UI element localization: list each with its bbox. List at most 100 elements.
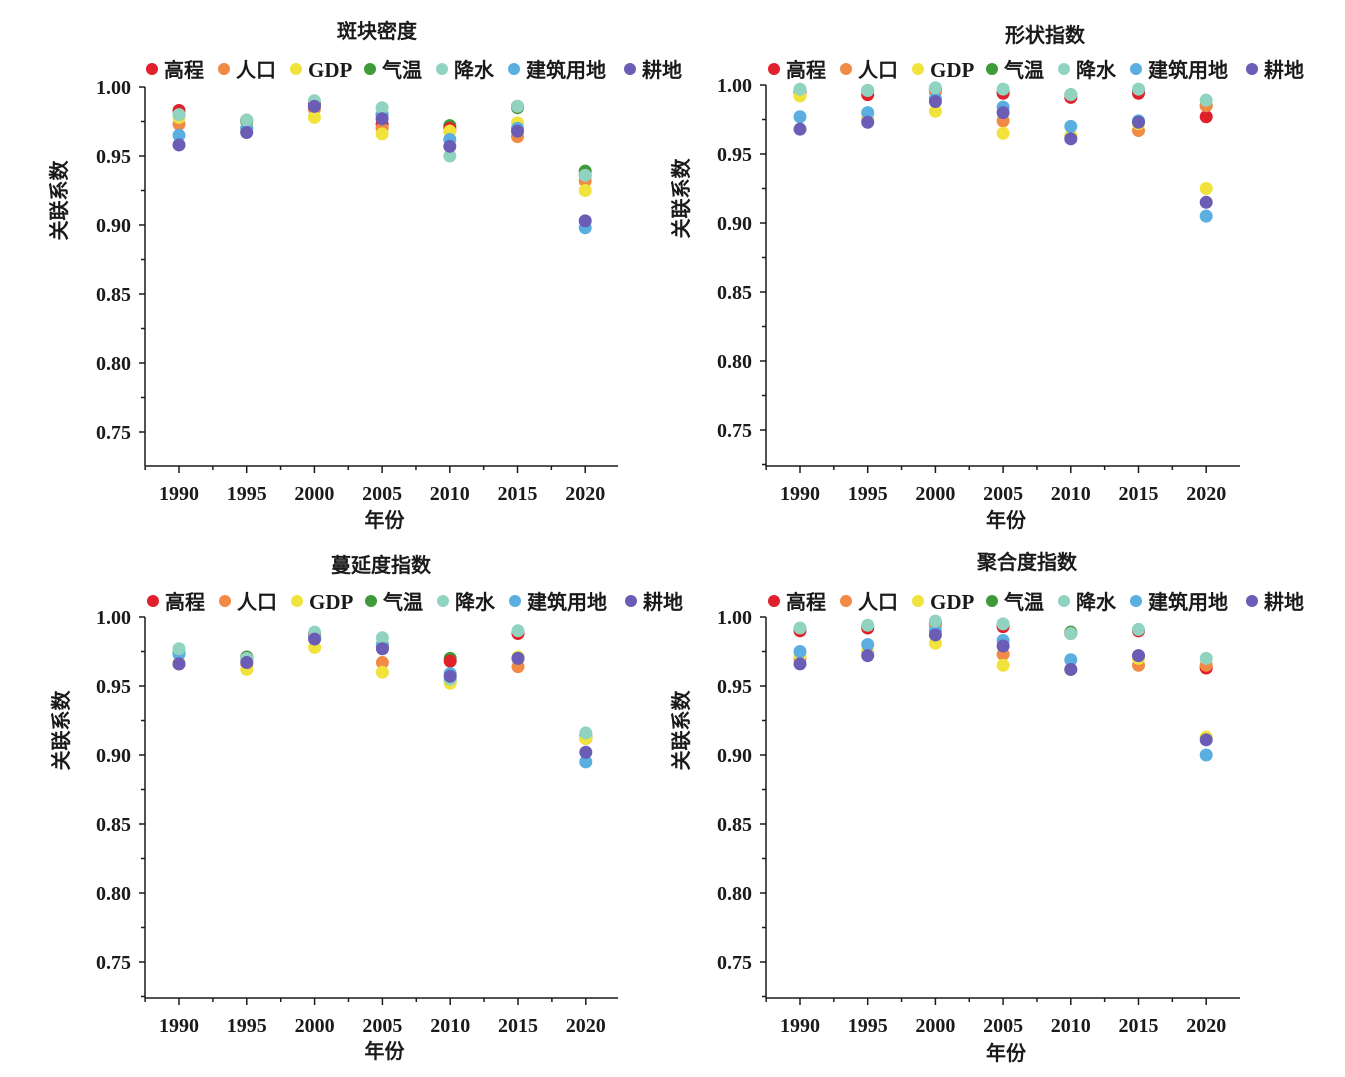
data-point [928, 95, 942, 109]
y-tick-label: 0.95 [717, 144, 752, 166]
data-point [443, 669, 457, 683]
x-tick-label: 2020 [565, 483, 605, 505]
data-point [511, 651, 525, 665]
legend-item: 建筑用地 [508, 58, 606, 82]
data-point [996, 617, 1010, 631]
legend-marker-icon [912, 595, 924, 607]
x-tick-label: 2010 [1051, 483, 1091, 505]
data-point [511, 124, 524, 138]
x-tick-label: 2010 [430, 483, 470, 505]
y-tick-label: 0.90 [717, 213, 752, 235]
data-point [793, 110, 807, 124]
x-tick-label: 2015 [1119, 1015, 1159, 1037]
data-point [307, 110, 321, 124]
legend-item: 气温 [365, 590, 423, 614]
legend-label: 降水 [1076, 590, 1117, 614]
y-tick-label: 0.85 [96, 814, 131, 836]
panel-contagion-index: 蔓延度指数 1.00 0.95 0.90 0.85 0.80 0.75 1990 1995 20… [49, 553, 683, 1063]
data-point [793, 645, 807, 658]
data-point [307, 99, 321, 113]
panel-shape-index: 形状指数 1.00 0.95 0.90 0.85 0.80 0.75 1990 1995 200… [669, 23, 1304, 532]
legend-marker-icon [290, 63, 302, 75]
panel-title: 形状指数 [1005, 23, 1086, 47]
x-tick-label: 1990 [780, 1015, 820, 1037]
legend-marker-icon [147, 595, 159, 607]
y-tick-label: 1.00 [717, 75, 752, 97]
legend-marker-icon [768, 595, 780, 607]
legend-label: 建筑用地 [527, 590, 607, 614]
legend-marker-icon [986, 63, 998, 75]
legend-marker-icon [1246, 63, 1258, 75]
legend-marker-icon [218, 63, 230, 75]
data-point [578, 214, 592, 228]
legend-item: 气温 [364, 58, 422, 82]
y-tick-label: 0.95 [717, 676, 752, 698]
legend-label: 人口 [236, 58, 276, 82]
legend-marker-icon [986, 595, 998, 607]
y-tick-label: 0.85 [96, 284, 131, 306]
legend-label: 降水 [455, 590, 496, 614]
y-tick-label: 0.80 [717, 351, 752, 373]
y-tick-label: 0.90 [96, 745, 131, 767]
x-tick-label: 1995 [848, 483, 888, 505]
y-tick-label: 1.00 [717, 607, 752, 629]
legend-item: 降水 [1058, 58, 1117, 82]
data-point [1199, 182, 1213, 195]
legend-label: 耕地 [1264, 590, 1304, 614]
legend-marker-icon [768, 63, 780, 75]
legend-marker-icon [291, 595, 303, 607]
data-point [996, 82, 1010, 96]
legend-marker-icon [509, 595, 521, 607]
legend-label: 建筑用地 [1148, 590, 1228, 614]
legend-label: 高程 [165, 590, 205, 614]
data-point [443, 149, 457, 163]
data-point [308, 632, 322, 646]
legend: 高程 人口 GDP 气温 降水 建筑用地 耕地 [768, 590, 1304, 614]
legend-label: 耕地 [642, 58, 682, 82]
data-point [793, 82, 807, 96]
panel-title: 斑块密度 [337, 19, 418, 43]
legend-item: 人口 [219, 590, 277, 614]
y-tick-label: 1.00 [96, 607, 131, 629]
y-tick-label: 0.75 [717, 420, 752, 442]
data-point [579, 745, 593, 759]
x-tick-label: 2010 [1051, 1015, 1091, 1037]
data-point [511, 99, 524, 113]
y-tick-label: 0.90 [96, 215, 131, 237]
x-tick-label: 2000 [915, 1015, 955, 1037]
legend-marker-icon [624, 63, 636, 75]
x-tick-label: 2000 [294, 483, 334, 505]
data-point [1064, 119, 1078, 133]
legend-item: 降水 [1058, 590, 1117, 614]
legend-label: GDP [309, 590, 354, 614]
data-point [1132, 82, 1145, 96]
y-tick-label: 0.95 [96, 146, 131, 168]
legend-label: 高程 [786, 590, 826, 614]
data-point [375, 665, 389, 679]
panel-aggregation-index: 聚合度指数 1.00 0.95 0.90 0.85 0.80 0.75 1990 1995 20… [669, 550, 1304, 1065]
data-point [1132, 622, 1145, 636]
data-point [928, 104, 942, 118]
y-axis-title: 关联系数 [669, 158, 693, 239]
legend-label: 降水 [454, 58, 495, 82]
x-tick-label: 2000 [915, 483, 955, 505]
data-point [375, 656, 389, 670]
x-axis-title: 年份 [986, 508, 1027, 532]
legend-marker-icon [912, 63, 924, 75]
legend-marker-icon [436, 63, 448, 75]
data-point [240, 113, 254, 127]
legend-marker-icon [1246, 595, 1258, 607]
x-tick-label: 1990 [159, 1015, 199, 1037]
data-point [996, 106, 1010, 120]
legend-marker-icon [1058, 63, 1070, 75]
legend-label: 气温 [1003, 58, 1044, 82]
data-point [578, 184, 592, 197]
legend-item: 高程 [768, 58, 826, 82]
x-tick-label: 2015 [498, 1015, 538, 1037]
data-point [1064, 88, 1078, 102]
legend-label: 气温 [1003, 590, 1044, 614]
x-tick-label: 1995 [848, 1015, 888, 1037]
data-point [1199, 209, 1213, 223]
legend-label: 降水 [1076, 58, 1117, 82]
